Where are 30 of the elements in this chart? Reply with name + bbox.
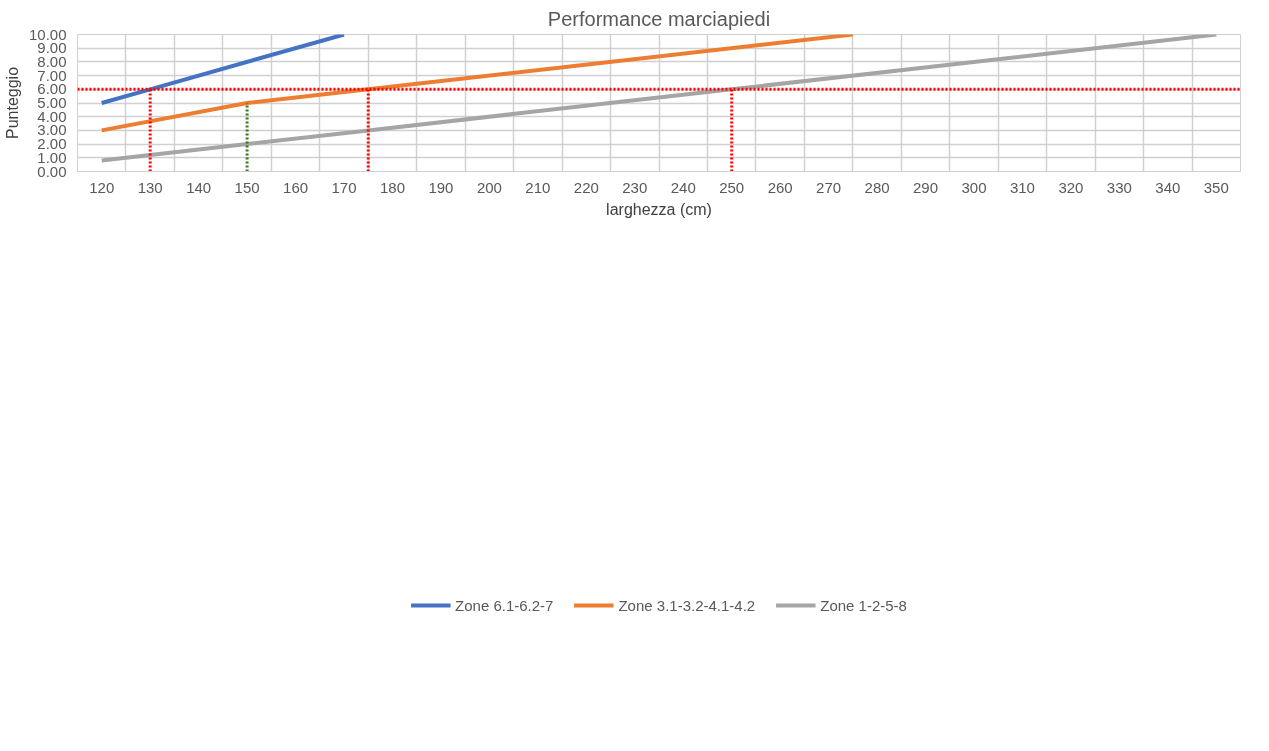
x-tick-label: 240 [670,178,696,196]
y-axis-title: Punteggio [3,66,21,140]
x-tick-label: 200 [476,178,502,196]
x-tick-label: 270 [816,178,842,196]
x-tick-label: 250 [719,178,745,196]
x-tick-label: 280 [864,178,890,196]
x-tick-label: 170 [331,178,357,196]
x-tick-label: 320 [1058,178,1084,196]
x-tick-label: 330 [1106,178,1132,196]
legend-label: Zone 1-2-5-8 [820,596,907,614]
x-tick-label: 260 [767,178,793,196]
x-tick-label: 130 [137,178,163,196]
x-tick-label: 290 [913,178,939,196]
x-axis-title: larghezza (cm) [606,200,712,218]
x-tick-label: 190 [428,178,454,196]
x-tick-label: 160 [283,178,309,196]
x-tick-label: 180 [379,178,405,196]
chart-title: Performance marciapiedi [547,7,771,30]
x-tick-label: 150 [234,178,260,196]
x-tick-label: 210 [525,178,551,196]
x-tick-label: 340 [1155,178,1181,196]
x-tick-label: 220 [573,178,599,196]
legend-label: Zone 6.1-6.2-7 [455,596,554,614]
x-tick-label: 140 [186,178,212,196]
x-tick-label: 230 [622,178,648,196]
x-tick-label: 120 [89,178,115,196]
x-tick-label: 310 [1009,178,1035,196]
x-tick-label: 350 [1203,178,1229,196]
x-tick-label: 300 [961,178,987,196]
legend-label: Zone 3.1-3.2-4.1-4.2 [618,596,756,614]
